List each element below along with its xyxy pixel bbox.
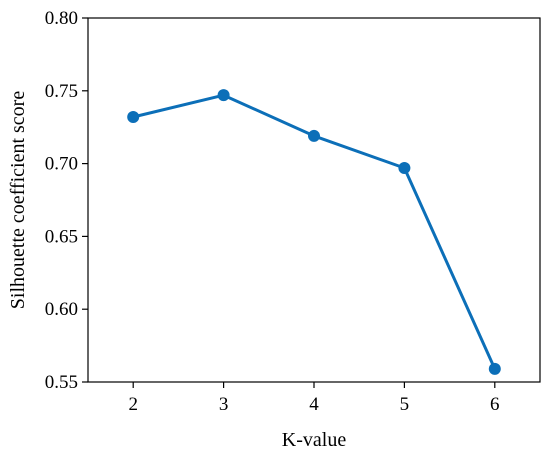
- data-point: [127, 111, 140, 124]
- y-tick-label: 0.70: [45, 154, 78, 175]
- y-axis-ticks: 0.55 0.60 0.65 0.70 0.75 0.80: [45, 8, 88, 393]
- y-axis-title: Silhouette coefficient score: [7, 91, 29, 310]
- y-tick-label: 0.65: [45, 226, 78, 247]
- data-point: [488, 362, 501, 375]
- y-tick-label: 0.80: [45, 8, 78, 29]
- x-tick-label: 6: [490, 394, 500, 415]
- x-axis-title: K-value: [282, 429, 347, 451]
- x-tick-label: 5: [400, 394, 410, 415]
- x-tick-label: 4: [309, 394, 319, 415]
- y-tick-label: 0.55: [45, 372, 78, 393]
- plot-frame: [87, 17, 541, 383]
- series-group: [127, 89, 501, 375]
- x-axis-ticks: 2 3 4 5 6: [128, 382, 500, 415]
- x-tick-label: 3: [219, 394, 229, 415]
- x-tick-label: 2: [128, 394, 138, 415]
- y-tick-label: 0.75: [45, 81, 78, 102]
- y-tick-label: 0.60: [45, 299, 78, 320]
- data-point: [308, 129, 320, 142]
- data-point: [398, 161, 411, 174]
- data-point: [217, 89, 230, 102]
